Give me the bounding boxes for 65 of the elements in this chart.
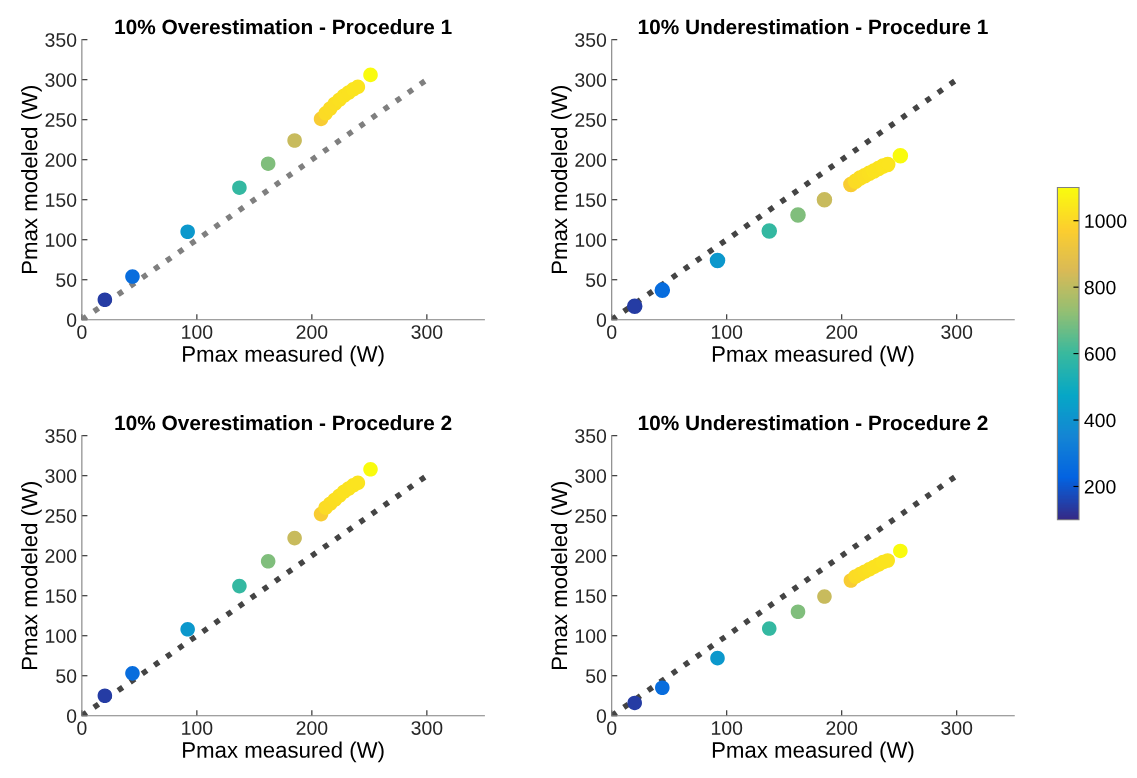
y-tick-label: 100 <box>575 629 607 643</box>
x-tick-label: 200 <box>826 721 858 735</box>
y-tick-label: 350 <box>575 33 607 47</box>
x-tick-label: 100 <box>711 325 743 339</box>
y-tick-label: 350 <box>575 429 607 443</box>
y-tick-label: 300 <box>45 469 77 483</box>
chart-title: 10% Underestimation - Procedure 2 <box>638 415 988 431</box>
x-tick-label: 200 <box>296 325 328 339</box>
x-tick-label: 0 <box>77 721 87 735</box>
x-tick-label: 100 <box>182 325 213 339</box>
chart-title: 10% Overestimation - Procedure 2 <box>115 415 452 431</box>
y-axis-title: Pmax modeled (W) <box>550 86 572 273</box>
chart-title: 10% Underestimation - Procedure 1 <box>638 19 988 35</box>
x-axis-title: Pmax measured (W) <box>183 345 384 367</box>
color-bar-label: 800 <box>1084 280 1116 295</box>
y-tick-label: 350 <box>45 33 77 47</box>
x-tick-label: 0 <box>77 325 87 339</box>
x-tick-label: 300 <box>411 325 443 339</box>
color-bar-label: 200 <box>1084 479 1116 494</box>
y-tick-label: 300 <box>575 73 607 87</box>
x-tick-label: 100 <box>182 721 213 735</box>
x-tick-label: 200 <box>826 325 858 339</box>
y-tick-label: 200 <box>45 549 77 563</box>
y-tick-label: 250 <box>575 509 607 523</box>
x-tick-label: 0 <box>607 325 617 339</box>
x-axis-title: Pmax measured (W) <box>183 741 384 763</box>
y-tick-label: 200 <box>575 549 607 563</box>
y-tick-label: 50 <box>56 273 77 287</box>
y-tick-label: 0 <box>596 709 607 723</box>
y-tick-label: 150 <box>575 193 607 207</box>
chart-title: 10% Overestimation - Procedure 1 <box>115 19 452 35</box>
y-tick-label: 150 <box>46 589 77 603</box>
x-tick-label: 100 <box>711 721 743 735</box>
x-tick-label: 300 <box>941 325 973 339</box>
x-tick-label: 0 <box>607 721 617 735</box>
x-tick-label: 300 <box>941 721 973 735</box>
x-tick-label: 300 <box>411 721 443 735</box>
y-tick-label: 0 <box>596 313 607 327</box>
y-tick-label: 150 <box>575 589 607 603</box>
y-tick-label: 0 <box>66 313 77 327</box>
color-bar-label: 600 <box>1084 347 1116 361</box>
y-tick-label: 50 <box>586 669 607 683</box>
y-tick-label: 100 <box>46 233 77 247</box>
x-axis-title: Pmax measured (W) <box>712 345 914 367</box>
y-tick-label: 300 <box>45 73 77 87</box>
y-tick-label: 50 <box>586 273 607 287</box>
y-tick-label: 250 <box>45 509 77 523</box>
y-tick-label: 300 <box>575 469 607 483</box>
y-tick-label: 100 <box>575 233 607 247</box>
y-tick-label: 150 <box>46 193 77 207</box>
x-tick-label: 200 <box>296 721 328 735</box>
y-tick-label: 0 <box>66 709 77 723</box>
y-axis-title: Pmax modeled (W) <box>21 482 42 669</box>
x-axis-title: Pmax measured (W) <box>712 741 914 763</box>
y-axis-title: Pmax modeled (W) <box>550 482 572 669</box>
y-tick-label: 200 <box>45 153 77 167</box>
y-tick-label: 50 <box>56 669 77 683</box>
y-tick-label: 200 <box>575 153 607 167</box>
color-bar-label: 1000 <box>1085 214 1127 228</box>
color-bar-label: 400 <box>1084 413 1116 428</box>
y-tick-label: 100 <box>46 629 77 643</box>
y-tick-label: 350 <box>45 429 77 443</box>
y-tick-label: 250 <box>575 113 607 127</box>
y-tick-label: 250 <box>45 113 77 127</box>
y-axis-title: Pmax modeled (W) <box>21 86 42 273</box>
